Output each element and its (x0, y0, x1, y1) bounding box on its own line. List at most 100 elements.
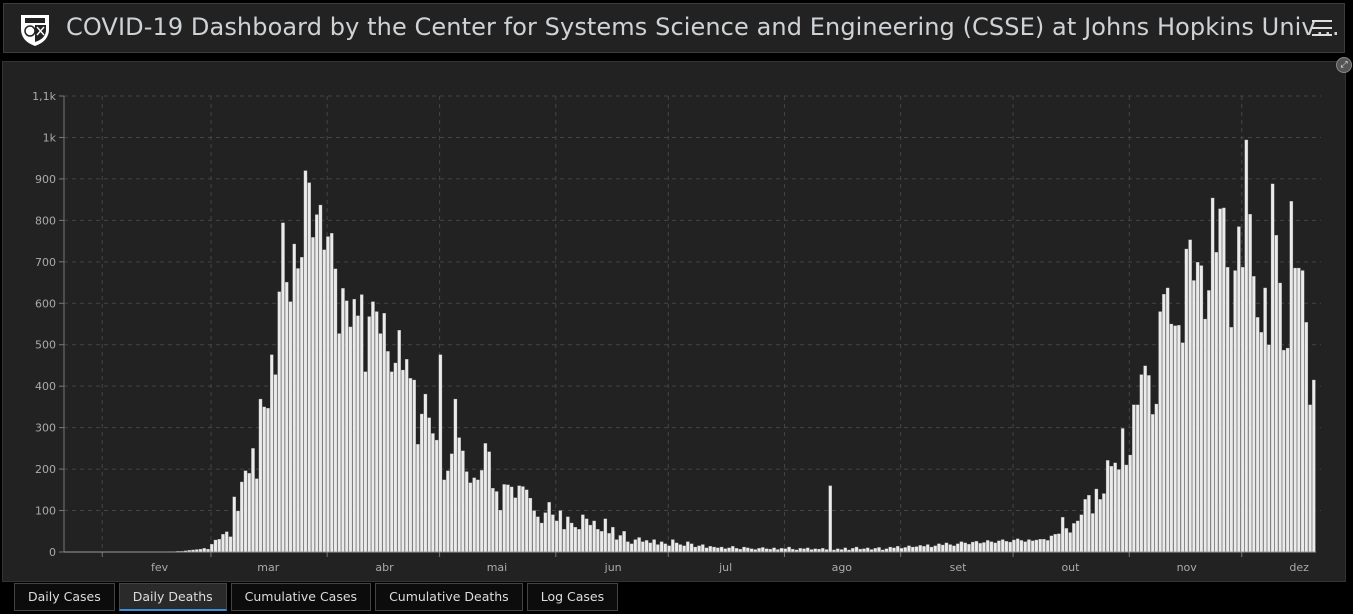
bar (806, 547, 810, 553)
bar (461, 450, 465, 553)
jhu-shield-logo-icon (21, 15, 49, 46)
tab-cumulative-deaths[interactable]: Cumulative Deaths (375, 583, 523, 611)
bar (438, 354, 443, 553)
bar (1075, 520, 1080, 553)
bar (318, 204, 323, 553)
expand-icon[interactable]: ⤢ (1336, 57, 1352, 73)
bar (985, 540, 990, 553)
x-tick-label: mai (487, 561, 508, 574)
bar (1237, 226, 1241, 553)
bar (1199, 265, 1204, 553)
bar (1248, 213, 1252, 553)
bar (1004, 541, 1009, 553)
bar (1173, 325, 1177, 553)
bar (1165, 287, 1170, 553)
bar (1079, 514, 1084, 553)
bar (431, 433, 435, 553)
tab-daily-cases[interactable]: Daily Cases (14, 583, 115, 611)
bar (292, 243, 296, 553)
bar (1083, 499, 1087, 553)
bar (1049, 535, 1054, 553)
bar (1068, 532, 1072, 553)
bar (1098, 499, 1102, 553)
hamburger-menu-icon[interactable] (1312, 17, 1332, 36)
x-tick-label: nov (1177, 561, 1198, 574)
bar (423, 393, 428, 553)
y-tick-label: 1k (43, 131, 57, 144)
y-tick-label: 800 (35, 214, 56, 227)
bar (1117, 469, 1121, 553)
bar (382, 313, 386, 553)
bar (521, 486, 525, 553)
bar (779, 548, 784, 553)
bar (374, 311, 379, 553)
bar (329, 233, 334, 553)
bar (389, 371, 394, 553)
bar (1038, 538, 1042, 553)
bar (363, 371, 368, 553)
x-tick-label: dez (1289, 561, 1309, 574)
tab-daily-deaths[interactable]: Daily Deaths (118, 583, 227, 611)
bar (446, 470, 450, 553)
bar (1143, 365, 1147, 553)
bar (892, 547, 896, 553)
bar (1135, 404, 1140, 553)
bar (1012, 539, 1016, 553)
bar (1139, 374, 1144, 553)
bar (1308, 404, 1312, 553)
bar (472, 477, 476, 553)
bar (1060, 517, 1065, 553)
bar (982, 542, 986, 553)
bar (959, 541, 964, 553)
bar (1263, 287, 1267, 553)
bar (704, 547, 709, 553)
bar (1207, 290, 1211, 553)
bar (524, 489, 529, 553)
bar (978, 543, 982, 553)
bar (1203, 318, 1207, 553)
bar (240, 481, 244, 553)
bar (877, 547, 881, 553)
bar (221, 534, 225, 553)
bar (378, 333, 383, 553)
bar (637, 537, 641, 553)
bar (888, 546, 892, 553)
bar (1034, 539, 1039, 553)
bar (1150, 414, 1155, 553)
bar (899, 548, 904, 553)
bar (517, 485, 521, 553)
bar (1072, 523, 1076, 553)
bar (213, 539, 218, 553)
bar (202, 548, 206, 553)
bar (277, 291, 281, 553)
bar (1233, 270, 1237, 553)
bar (618, 535, 623, 553)
x-tick-label: out (1061, 561, 1080, 574)
bar (1195, 262, 1200, 553)
bar (603, 518, 608, 553)
x-tick-label: jun (604, 561, 622, 574)
tab-log-cases[interactable]: Log Cases (526, 583, 619, 611)
bar (1105, 460, 1110, 553)
x-tick-label: jul (718, 561, 732, 574)
bar (989, 541, 994, 553)
bar (217, 538, 221, 553)
bar (1218, 208, 1222, 553)
bar (851, 548, 855, 553)
bar (322, 249, 326, 553)
bar (1214, 252, 1219, 553)
x-tick-label: mar (257, 561, 279, 574)
bar (907, 545, 911, 553)
bar (896, 546, 900, 553)
y-tick-label: 300 (35, 422, 56, 435)
bar (663, 543, 668, 553)
bar (532, 510, 536, 553)
bar (903, 547, 907, 553)
bar (1274, 235, 1279, 553)
bar (678, 544, 683, 553)
bar (1188, 239, 1192, 553)
bar (243, 470, 248, 553)
y-tick-label: 400 (35, 380, 56, 393)
bar (993, 542, 997, 553)
tab-cumulative-cases[interactable]: Cumulative Cases (230, 583, 372, 611)
